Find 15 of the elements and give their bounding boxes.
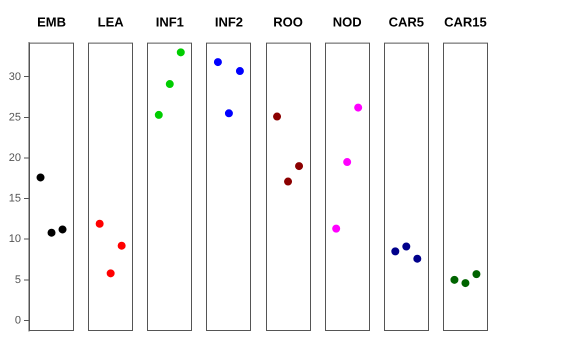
- x-tick-label: EMB: [37, 14, 66, 30]
- y-tick-label: 0: [14, 314, 21, 326]
- x-tick-label: CAR15: [444, 14, 487, 30]
- x-tick-label: LEA: [98, 14, 124, 30]
- x-tick-label: NOD: [332, 14, 362, 30]
- y-tick-label: 20: [8, 152, 21, 164]
- y-tick-label: 5: [14, 274, 21, 286]
- x-tick-label: INF2: [214, 14, 244, 30]
- y-tick-label: 15: [8, 192, 21, 205]
- y-tick-label: 25: [8, 111, 21, 124]
- x-tick-label: INF1: [156, 14, 184, 30]
- y-tick-label: 10: [8, 233, 21, 246]
- x-tick-label: ROO: [273, 14, 303, 30]
- x-tick-label: CAR5: [388, 14, 424, 30]
- y-tick-label: 30: [8, 70, 21, 83]
